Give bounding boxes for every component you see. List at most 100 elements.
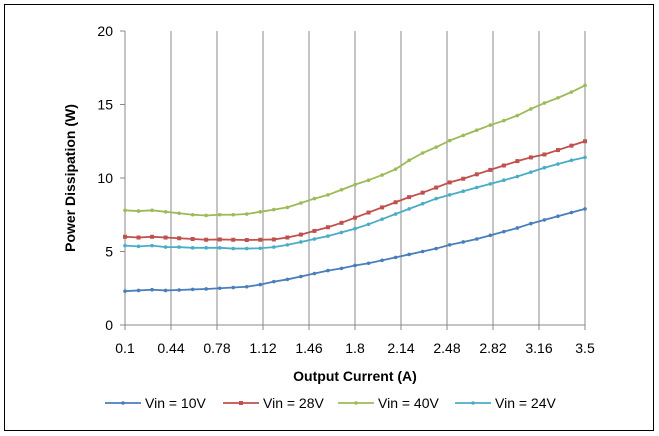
legend-label: Vin = 28V [263, 395, 325, 411]
data-point [380, 205, 385, 210]
data-point [420, 249, 425, 254]
data-point [339, 187, 344, 192]
data-point [488, 233, 493, 238]
data-point [231, 212, 236, 217]
y-tick-label: 10 [97, 170, 113, 186]
data-point [150, 243, 154, 248]
data-point [569, 90, 574, 94]
data-point [150, 287, 154, 292]
legend-item: Vin = 10V [105, 395, 207, 411]
data-point [285, 235, 290, 240]
data-point [204, 287, 208, 291]
data-point [217, 237, 222, 242]
x-tick-label: 2.82 [479, 340, 506, 356]
data-point [380, 173, 384, 177]
data-point [123, 234, 127, 239]
data-point [502, 178, 506, 183]
legend-item: Vin = 24V [455, 395, 557, 411]
data-point [447, 193, 452, 197]
data-point [474, 237, 479, 241]
x-tick-label: 0.44 [157, 340, 184, 356]
data-point [312, 196, 317, 201]
data-point [502, 229, 506, 234]
data-point [177, 245, 181, 249]
x-tick-label: 3.16 [525, 340, 552, 356]
data-point [177, 211, 181, 216]
data-point [542, 218, 547, 222]
data-point [190, 212, 195, 217]
data-point [583, 83, 587, 88]
data-point [366, 210, 371, 215]
data-point [583, 155, 587, 160]
legend-marker [354, 401, 358, 405]
x-tick-label: 2.14 [387, 340, 414, 356]
data-point [515, 226, 520, 230]
data-point [420, 151, 425, 155]
x-tick-label: 3.5 [575, 340, 595, 356]
series-1 [123, 139, 587, 243]
data-point [461, 133, 466, 138]
data-point [434, 145, 438, 149]
data-point [123, 289, 127, 293]
data-point [488, 123, 493, 127]
data-point [488, 182, 493, 186]
legend: Vin = 10V Vin = 28V Vin = 40V Vin = 24V [105, 395, 557, 411]
data-point [569, 143, 574, 148]
series-3 [123, 155, 587, 251]
data-point [258, 246, 263, 251]
data-point [393, 167, 398, 171]
x-tick-label: 1.8 [345, 340, 365, 356]
data-point [461, 240, 466, 244]
data-point [461, 189, 466, 194]
series-0 [123, 207, 587, 293]
legend-marker [121, 401, 125, 405]
series-2 [123, 83, 587, 218]
legend-label: Vin = 40V [378, 395, 440, 411]
data-point [204, 237, 209, 242]
data-point [123, 243, 127, 248]
data-point [502, 118, 506, 123]
x-tick-label: 2.48 [433, 340, 460, 356]
data-point [298, 232, 303, 237]
data-point [244, 212, 249, 216]
data-point [272, 245, 276, 249]
data-point [258, 282, 263, 287]
data-point [204, 213, 208, 218]
y-tick-label: 20 [97, 23, 113, 39]
data-point [434, 196, 438, 201]
data-point [285, 205, 290, 210]
data-point [407, 158, 411, 163]
data-point [271, 237, 276, 242]
data-point [393, 200, 398, 205]
data-point [542, 101, 547, 105]
data-point [366, 222, 371, 227]
y-tick-label: 5 [105, 244, 113, 260]
y-tick-labels: 0 5 10 15 20 [97, 23, 113, 333]
data-point [529, 221, 533, 226]
data-point [529, 170, 533, 174]
data-point [556, 96, 560, 100]
y-tick-label: 15 [97, 97, 113, 113]
data-point [583, 139, 587, 144]
data-point [177, 288, 181, 292]
data-point [163, 235, 168, 240]
data-point [366, 178, 371, 183]
data-point [339, 230, 344, 235]
x-tick-labels: 0.1 0.44 0.78 1.12 1.46 1.8 2.14 2.48 2.82 3.16 3.… [115, 340, 595, 356]
data-point [326, 193, 330, 197]
data-point [217, 212, 222, 217]
data-point [163, 245, 168, 249]
data-point [555, 148, 560, 153]
x-axis-title: Output Current (A) [293, 368, 417, 384]
data-point [447, 243, 452, 247]
data-point [420, 190, 425, 195]
x-tick-label: 1.46 [295, 340, 322, 356]
x-tick-label: 1.12 [249, 340, 276, 356]
data-point [163, 210, 168, 214]
data-point [542, 152, 547, 157]
x-tick-label: 0.1 [115, 340, 135, 356]
data-point [474, 128, 479, 133]
data-point [217, 246, 222, 250]
data-point [515, 113, 520, 118]
data-point [353, 263, 357, 268]
